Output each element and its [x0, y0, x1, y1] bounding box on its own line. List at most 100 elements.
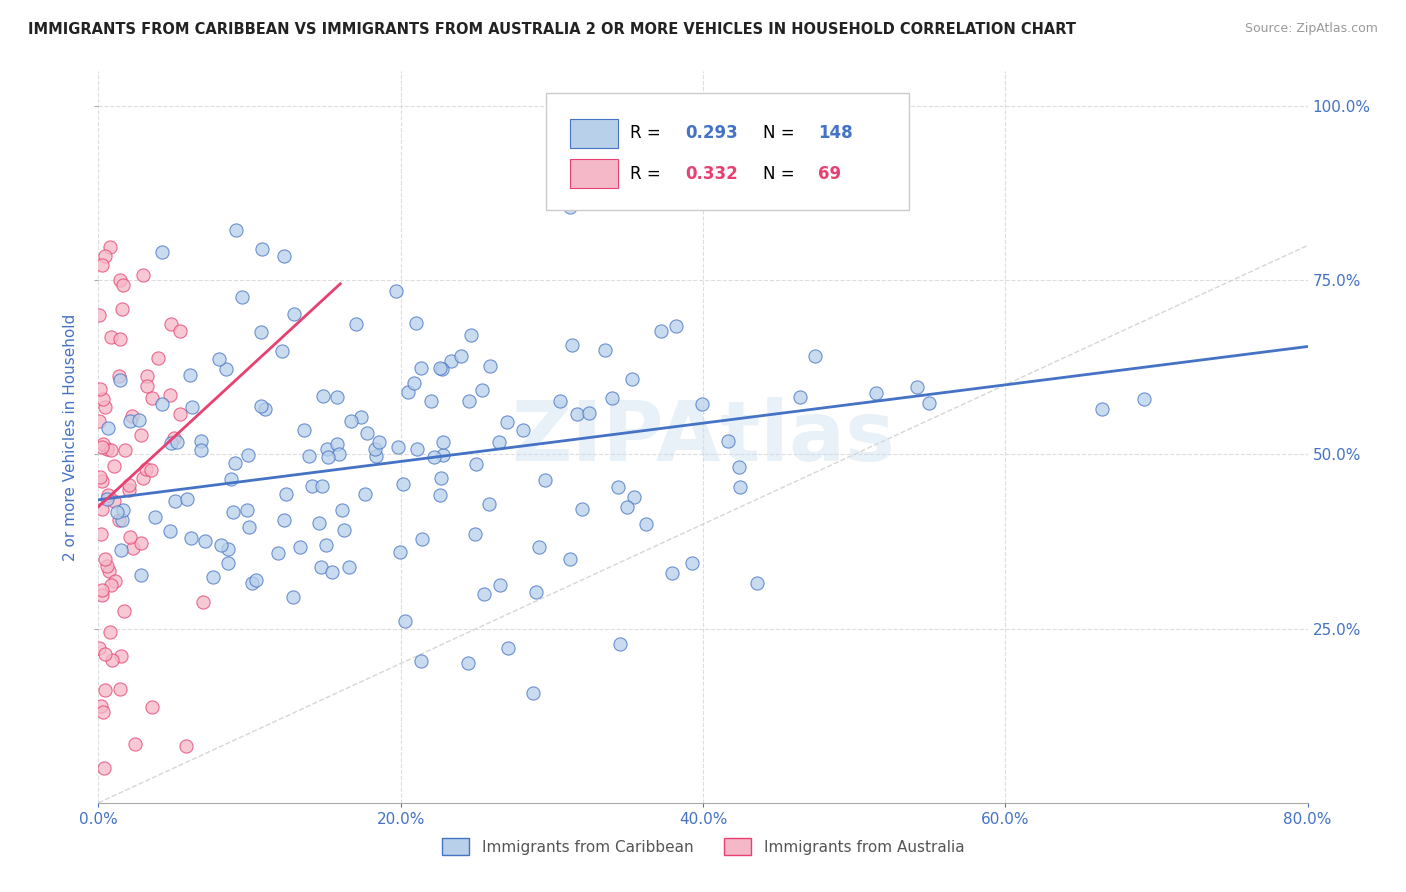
Point [139, 463, 162, 477]
Point [100, 240, 122, 254]
Point [450, 349, 472, 363]
Point [253, 401, 276, 416]
Y-axis label: 2 or more Vehicles in Household: 2 or more Vehicles in Household [63, 313, 79, 561]
Point [558, 200, 581, 214]
Point [394, 614, 416, 628]
Point [143, 510, 166, 524]
Point [364, 442, 387, 457]
Point [111, 513, 134, 527]
Point [650, 325, 672, 339]
Text: IMMIGRANTS FROM CARIBBEAN VS IMMIGRANTS FROM AUSTRALIA 2 OR MORE VEHICLES IN HOU: IMMIGRANTS FROM CARIBBEAN VS IMMIGRANTS … [28, 22, 1076, 37]
Point [440, 354, 463, 368]
Point [325, 437, 347, 451]
Point [288, 540, 311, 554]
Point [181, 400, 204, 414]
Point [96, 492, 118, 507]
Point [560, 552, 582, 566]
Point [120, 530, 142, 544]
Legend: Immigrants from Caribbean, Immigrants from Australia: Immigrants from Caribbean, Immigrants fr… [436, 832, 970, 861]
Point [118, 483, 141, 497]
Point [150, 245, 173, 260]
Point [124, 737, 146, 751]
Point [159, 435, 181, 450]
Point [91, 392, 114, 406]
Point [411, 360, 433, 375]
Point [114, 442, 136, 457]
Point [94, 400, 117, 414]
Point [110, 648, 132, 663]
Point [141, 391, 163, 405]
Point [136, 368, 159, 383]
Point [609, 637, 631, 651]
Point [191, 595, 214, 609]
Point [495, 415, 517, 429]
Point [367, 434, 389, 449]
Point [129, 535, 152, 549]
Point [405, 316, 427, 330]
Point [111, 503, 134, 517]
Point [529, 540, 551, 554]
Point [91, 588, 114, 602]
Point [141, 700, 163, 714]
Point [392, 476, 415, 491]
Point [176, 491, 198, 506]
Point [309, 560, 332, 574]
Point [524, 585, 547, 599]
Point [457, 656, 479, 670]
Point [308, 516, 330, 530]
Point [561, 337, 583, 351]
Point [578, 406, 600, 420]
Point [464, 527, 486, 541]
Point [364, 449, 387, 463]
Point [350, 410, 373, 425]
Point [169, 324, 191, 338]
Point [388, 545, 411, 559]
Point [344, 317, 367, 331]
Point [107, 505, 129, 519]
Point [1091, 401, 1114, 416]
Point [616, 500, 638, 514]
Text: N =: N = [763, 124, 800, 142]
Point [87, 414, 110, 428]
Point [681, 556, 703, 570]
Point [202, 570, 225, 584]
Point [432, 434, 454, 449]
Point [96, 442, 118, 456]
Point [606, 480, 628, 494]
Point [111, 302, 134, 317]
Point [571, 502, 593, 516]
Point [328, 447, 350, 461]
Point [478, 497, 501, 511]
Point [240, 576, 263, 591]
Point [91, 705, 114, 719]
Text: ZIPAtlas: ZIPAtlas [510, 397, 896, 477]
Point [548, 394, 571, 409]
Point [321, 565, 343, 579]
Point [747, 576, 769, 591]
Point [283, 306, 305, 320]
Point [661, 566, 683, 580]
Point [100, 443, 122, 458]
Point [522, 686, 544, 700]
Point [91, 582, 114, 597]
Point [100, 653, 122, 667]
Text: N =: N = [763, 165, 800, 183]
Point [159, 387, 181, 401]
Point [160, 317, 183, 331]
Point [98, 564, 121, 578]
Point [464, 457, 486, 471]
Point [301, 479, 323, 493]
Point [728, 481, 751, 495]
Point [905, 380, 928, 394]
Point [250, 326, 273, 340]
Point [356, 426, 378, 441]
Point [166, 435, 188, 450]
Point [727, 459, 749, 474]
Point [190, 443, 212, 458]
Point [217, 541, 239, 556]
Bar [569, 119, 619, 148]
Point [498, 640, 520, 655]
Point [565, 408, 588, 422]
Point [118, 477, 141, 491]
Point [623, 491, 645, 505]
